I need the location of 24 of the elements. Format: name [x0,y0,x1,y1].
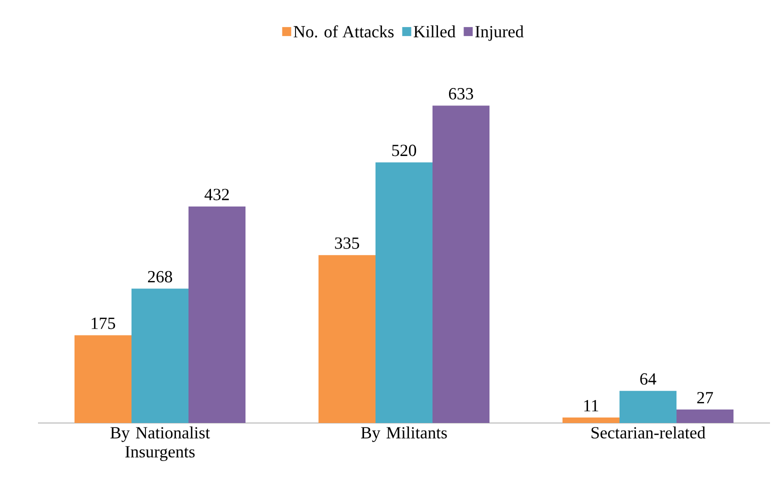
data-label: 27 [697,392,714,404]
bar [676,409,734,423]
bar [376,162,432,423]
x-tick-label: By Nationalist Insurgents [110,426,210,461]
data-label: 64 [640,373,656,385]
bar [562,417,620,423]
bar [188,206,246,423]
data-label: 11 [584,400,598,412]
data-label: 335 [335,237,360,249]
legend-label: Killed [414,25,456,38]
data-label: 432 [204,188,229,200]
bar [318,255,376,423]
x-tick-label: Sectarian-related [592,426,706,438]
data-label: 633 [448,88,474,100]
bar [432,106,490,423]
data-label: 268 [148,270,172,282]
bar [132,288,188,423]
x-tick-label: By Militants [361,426,447,442]
legend-label: No. of Attacks [294,25,394,38]
data-label: 175 [92,318,116,330]
bar [74,335,132,423]
data-label: 520 [392,144,416,156]
legend-label: Injured [475,25,524,41]
bar [620,390,676,423]
